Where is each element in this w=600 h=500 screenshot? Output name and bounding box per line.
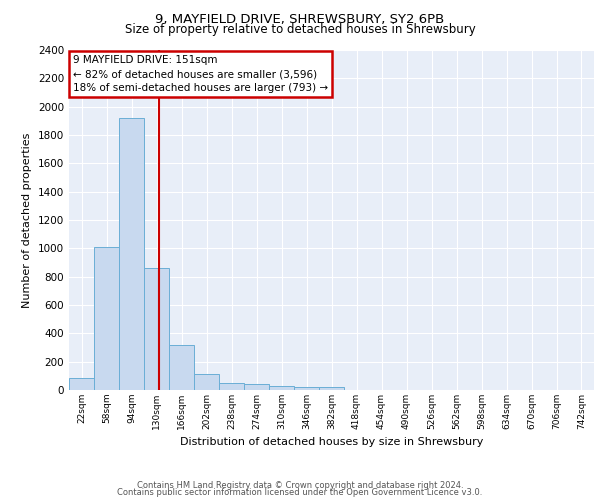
Text: Contains HM Land Registry data © Crown copyright and database right 2024.: Contains HM Land Registry data © Crown c… (137, 481, 463, 490)
Bar (119, 118, 144, 390)
Text: 9, MAYFIELD DRIVE, SHREWSBURY, SY2 6PB: 9, MAYFIELD DRIVE, SHREWSBURY, SY2 6PB (155, 12, 445, 26)
Bar (294, 387, 319, 390)
Bar (269, 386, 294, 390)
X-axis label: Distribution of detached houses by size in Shrewsbury: Distribution of detached houses by size … (180, 438, 483, 448)
Text: Contains public sector information licensed under the Open Government Licence v3: Contains public sector information licen… (118, 488, 482, 497)
Text: 9 MAYFIELD DRIVE: 151sqm
← 82% of detached houses are smaller (3,596)
18% of sem: 9 MAYFIELD DRIVE: 151sqm ← 82% of detach… (73, 55, 328, 93)
Bar (219, 383, 244, 390)
Bar (94, 247, 119, 390)
Bar (244, 384, 269, 390)
Bar (319, 387, 344, 390)
Y-axis label: Number of detached properties: Number of detached properties (22, 132, 32, 308)
Text: Size of property relative to detached houses in Shrewsbury: Size of property relative to detached ho… (125, 22, 475, 36)
Bar (169, 344, 194, 390)
Bar (194, 374, 219, 390)
Bar (69, 378, 94, 390)
Bar (144, 268, 169, 390)
